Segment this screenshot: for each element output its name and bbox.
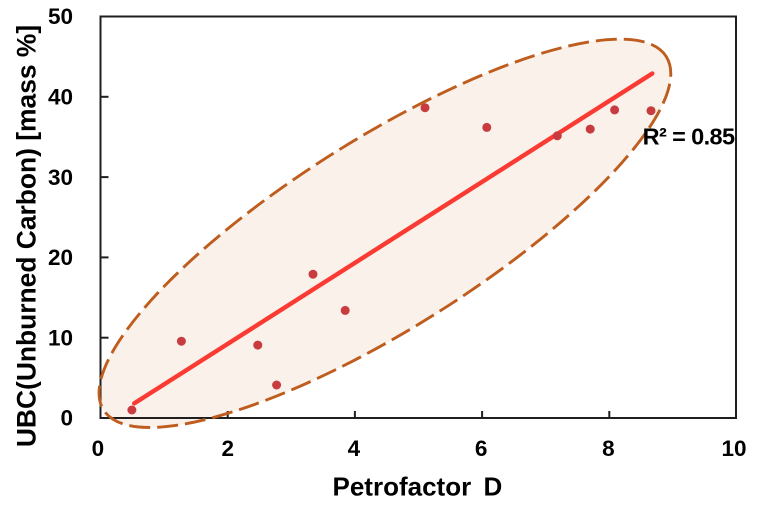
svg-text:UBC(Unburned Carbon) [mass %]: UBC(Unburned Carbon) [mass %]	[12, 25, 42, 447]
svg-text:10: 10	[48, 325, 73, 350]
svg-text:50: 50	[48, 4, 73, 29]
svg-text:40: 40	[48, 85, 73, 110]
svg-text:8: 8	[602, 436, 615, 461]
svg-text:0: 0	[92, 436, 105, 461]
svg-text:0: 0	[60, 406, 73, 431]
svg-text:2: 2	[221, 436, 234, 461]
svg-text:4: 4	[348, 436, 361, 461]
svg-text:D: D	[484, 472, 503, 502]
svg-text:30: 30	[48, 165, 73, 190]
svg-text:R² = 0.85: R² = 0.85	[643, 124, 735, 150]
svg-text:Petrofactor: Petrofactor	[333, 472, 472, 502]
svg-text:6: 6	[475, 436, 488, 461]
svg-text:10: 10	[721, 436, 746, 461]
svg-text:20: 20	[48, 245, 73, 270]
